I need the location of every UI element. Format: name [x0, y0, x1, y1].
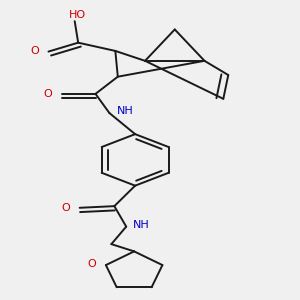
Text: HO: HO [69, 10, 86, 20]
Text: O: O [44, 89, 52, 99]
Text: NH: NH [117, 106, 134, 116]
Text: O: O [30, 46, 39, 56]
Text: O: O [88, 260, 96, 269]
Text: O: O [61, 203, 70, 213]
Text: NH: NH [133, 220, 149, 230]
